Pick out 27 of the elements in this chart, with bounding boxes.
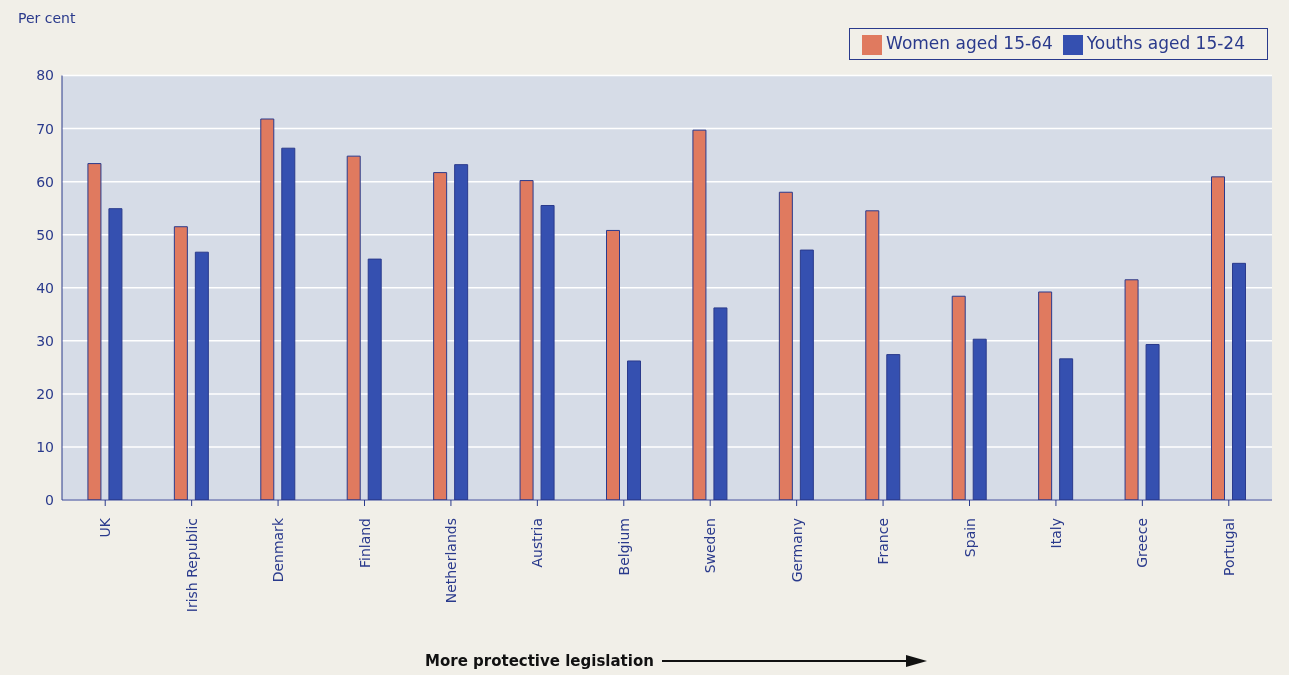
y-tick-label: 10 — [36, 438, 54, 455]
y-tick-label: 20 — [36, 385, 54, 402]
x-tick-label: Portugal — [1220, 518, 1237, 576]
x-tick-label: Finland — [356, 518, 373, 569]
x-tick-label: Netherlands — [442, 518, 459, 604]
x-tick-label: Sweden — [702, 518, 719, 574]
x-tick-label: Irish Republic — [183, 518, 200, 613]
x-tick-label: UK — [97, 517, 114, 538]
x-tick-label: Austria — [529, 518, 546, 568]
x-tick-label: Greece — [1134, 518, 1151, 568]
y-axis-title: Per cent — [18, 10, 76, 26]
legend-label: Youths aged 15-24 — [1086, 33, 1245, 53]
text: More protective legislation — [425, 652, 654, 670]
x-tick-label: Belgium — [615, 518, 632, 576]
y-tick-label: 80 — [36, 67, 54, 84]
x-tick-label: Italy — [1047, 518, 1064, 549]
x-tick-label: Spain — [961, 518, 978, 558]
x-tick-label: Germany — [788, 518, 805, 583]
y-tick-label: 70 — [36, 120, 54, 137]
x-tick-label: France — [875, 518, 892, 565]
y-tick-label: 30 — [36, 332, 54, 349]
y-tick-label: 60 — [36, 173, 54, 190]
y-tick-label: 50 — [36, 226, 54, 243]
y-tick-label: 0 — [45, 491, 54, 508]
y-tick-label: 40 — [36, 279, 54, 296]
legend-label: Women aged 15-64 — [886, 33, 1053, 53]
x-tick-label: Denmark — [270, 517, 287, 583]
